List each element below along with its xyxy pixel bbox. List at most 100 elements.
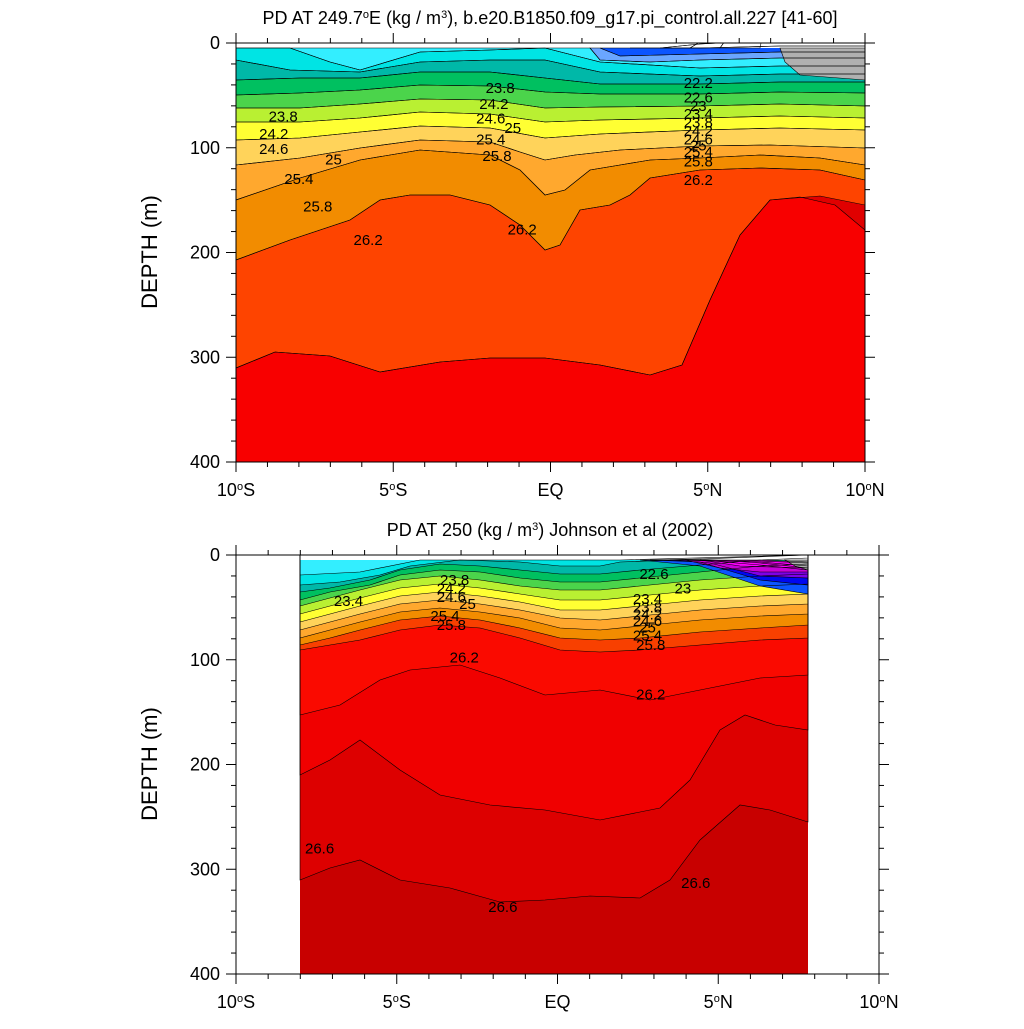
contour-label: 25.4 <box>476 131 505 148</box>
contour-label: 26.2 <box>636 686 665 703</box>
contour-label: 22.6 <box>684 89 713 106</box>
bottom-blank-surface <box>300 555 808 560</box>
y-tick-label: 300 <box>190 347 220 367</box>
y-tick-label: 100 <box>190 138 220 158</box>
contour-label: 25 <box>690 138 707 155</box>
y-tick-label: 200 <box>190 755 220 775</box>
contour-label: 24.2 <box>259 126 288 143</box>
bottom-fill <box>236 555 879 974</box>
band-23.4 <box>236 72 865 95</box>
contour-label: 25.4 <box>684 144 713 161</box>
band-26.4 <box>236 197 865 462</box>
top-isolines <box>236 43 865 462</box>
top-axes: 0 100 200 300 400 10oS 5oS EQ 5oN 10oN <box>190 33 885 500</box>
contour-label: 24.6 <box>633 613 662 630</box>
contour-label: 23.4 <box>334 593 363 610</box>
bottom-axes: 0 100 200 300 400 10oS 5oS EQ 5oN 10oN <box>190 545 899 1012</box>
x-tick-label: 5oN <box>693 480 722 500</box>
band-24.6 <box>236 112 865 140</box>
contour-label: 24.2 <box>633 607 662 624</box>
top-panel: PD AT 249.7oE (kg / m3), b.e20.B1850.f09… <box>137 8 885 500</box>
contour-label: 24.6 <box>437 589 466 606</box>
contour-label: 23.8 <box>269 108 298 125</box>
contour-label: 25.4 <box>633 628 662 645</box>
contour-label: 26.6 <box>681 875 710 892</box>
x-tick-label: 5oS <box>379 480 407 500</box>
x-tick-label: 5oN <box>704 992 733 1012</box>
top-contour-labels: 23.824.224.62525.425.826.223.824.224.625… <box>259 75 713 249</box>
top-ylabel: DEPTH (m) <box>137 195 162 309</box>
x-tick-label: EQ <box>537 480 563 500</box>
x-tick-label: EQ <box>544 992 570 1012</box>
y-tick-label: 0 <box>210 545 220 565</box>
contour-label: 25.8 <box>482 148 511 165</box>
contour-label: 25.8 <box>437 617 466 634</box>
band-25.4 <box>236 140 865 200</box>
contour-label: 26.6 <box>305 840 334 857</box>
contour-label: 25.8 <box>303 198 332 215</box>
contour-label: 26.6 <box>488 899 517 916</box>
band-22.2 <box>236 48 865 70</box>
bottom-panel: PD AT 250 (kg / m3) Johnson et al (2002) <box>137 520 899 1012</box>
bottom-blank-east <box>808 555 879 974</box>
contour-label: 23.8 <box>486 80 515 97</box>
contour-label: 23.4 <box>684 106 713 123</box>
isoline <box>779 47 865 81</box>
top-fill <box>236 43 865 462</box>
x-tick-label: 10oS <box>217 480 255 500</box>
contour-label: 24.2 <box>437 581 466 598</box>
contour-label: 25 <box>639 619 656 636</box>
y-tick-label: 400 <box>190 964 220 984</box>
contour-label: 25 <box>504 120 521 137</box>
isoline <box>783 559 809 571</box>
contour-label: 23.8 <box>684 115 713 132</box>
contour-label: 26.2 <box>450 650 479 667</box>
contour-label: 25.8 <box>636 637 665 654</box>
isoline <box>684 559 809 573</box>
x-tick-label: 10oS <box>217 992 255 1012</box>
band-25.8 <box>236 150 865 260</box>
bottom-title: PD AT 250 (kg / m3) Johnson et al (2002) <box>387 520 714 540</box>
bottom-isolines <box>299 555 809 903</box>
contour-label: 23 <box>675 581 692 598</box>
isoline <box>299 555 809 586</box>
bottom-contour-labels: 23.423.824.224.62525.425.826.222.62323.4… <box>305 566 710 916</box>
bottom-blank-west <box>236 555 300 974</box>
y-tick-label: 200 <box>190 243 220 263</box>
contour-label: 26.2 <box>684 172 713 189</box>
contour-label: 25.8 <box>684 153 713 170</box>
contour-label: 23.8 <box>440 572 469 589</box>
bottom-ylabel: DEPTH (m) <box>137 707 162 821</box>
y-tick-label: 300 <box>190 859 220 879</box>
isoline <box>299 555 809 903</box>
contour-label: 24.6 <box>684 131 713 148</box>
y-tick-label: 400 <box>190 452 220 472</box>
contour-label: 24.2 <box>479 96 508 113</box>
isoline <box>299 555 809 593</box>
contour-label: 23.8 <box>633 599 662 616</box>
contour-label: 23.4 <box>633 591 662 608</box>
isoline <box>299 555 809 601</box>
contour-label: 22.6 <box>639 566 668 583</box>
band-22.6 <box>236 48 865 76</box>
x-tick-label: 5oS <box>383 992 411 1012</box>
isoline <box>669 559 809 579</box>
band-22.2 <box>300 555 808 585</box>
y-tick-label: 0 <box>210 33 220 53</box>
contour-label: 25.4 <box>430 608 459 625</box>
contour-label: 26.2 <box>508 221 537 238</box>
top-title: PD AT 249.7oE (kg / m3), b.e20.B1850.f09… <box>263 8 838 29</box>
contour-label: 22.2 <box>684 75 713 92</box>
x-tick-label: 10oN <box>845 480 884 500</box>
band-19.4 <box>780 48 865 80</box>
contour-label: 24.6 <box>259 141 288 158</box>
isoline <box>299 555 809 576</box>
x-tick-label: 10oN <box>859 992 898 1012</box>
contour-label: 26.2 <box>353 232 382 249</box>
contour-label: 24.2 <box>684 123 713 140</box>
contour-label: 25 <box>459 596 476 613</box>
contour-label: 24.6 <box>476 110 505 127</box>
top-blank-surface <box>236 43 865 48</box>
contour-label: 25 <box>325 151 342 168</box>
